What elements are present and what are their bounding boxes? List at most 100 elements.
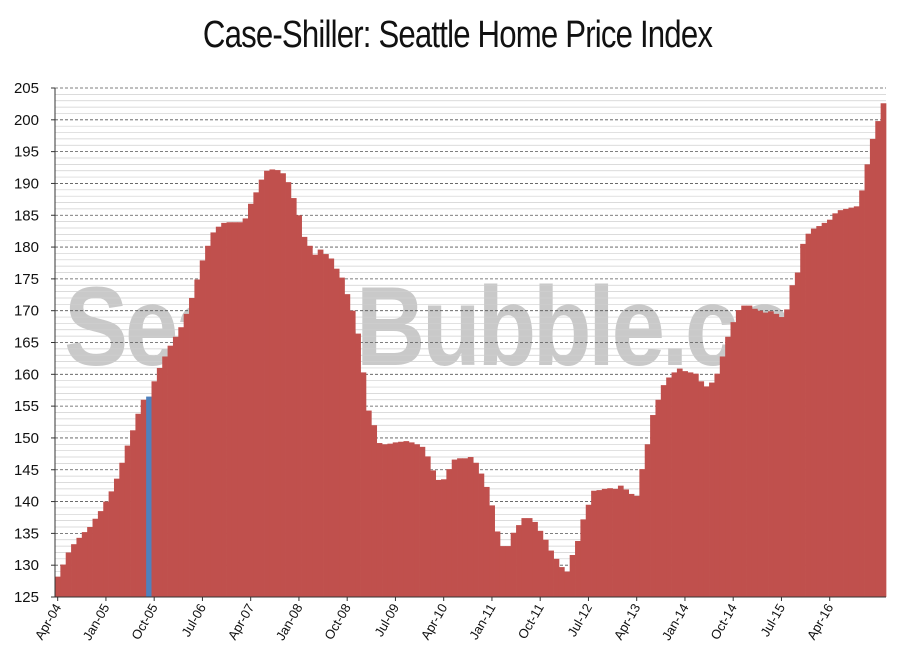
bar [226,222,233,597]
bar [285,182,292,598]
bar [92,518,99,597]
bar [414,444,420,597]
x-tick-label: Jan-05 [80,601,113,643]
bar [634,495,640,597]
bar [441,479,447,597]
bar [505,546,512,597]
bar [778,317,785,597]
bar [494,531,501,597]
x-tick-label: Apr-13 [611,601,644,642]
highlighted-bar [146,396,152,597]
y-tick-label: 160 [14,366,39,383]
bar [194,279,201,597]
bar [140,399,147,597]
bar [124,445,131,597]
bar [746,305,753,597]
bar [269,169,276,597]
bar [569,555,576,597]
x-tick-label: Apr-16 [804,601,837,642]
bar [398,441,404,597]
bar [735,310,742,597]
bar [805,233,812,598]
bar [462,458,469,597]
bar [328,258,335,597]
bar [789,285,796,597]
bar [156,367,163,597]
bar [864,164,871,597]
chart-title: Case-Shiller: Seattle Home Price Index [202,14,713,56]
bar [596,490,603,597]
bar [762,312,769,597]
bar [435,479,442,597]
bar [837,210,844,597]
y-tick-labels: 125 130 135 140 145 150 155 160 165 170 175 180 185 1… [14,80,55,606]
y-tick-label: 130 [14,557,39,574]
bar [360,372,367,597]
bar [676,368,683,597]
bar [387,443,394,597]
bar [113,478,120,597]
x-tick-label: Oct-05 [128,601,160,642]
bar [725,336,731,597]
bar [371,425,378,597]
bar [97,511,104,597]
bar [757,310,764,597]
bar [349,310,356,597]
bar [521,518,528,597]
bar [135,413,142,597]
bar [274,170,281,598]
bar [183,313,190,597]
bar [499,546,506,597]
bar [585,504,592,597]
bar [210,232,217,597]
bar [869,138,876,597]
bar [510,532,517,597]
bar [671,372,678,597]
x-tick-label: Apr-10 [418,601,451,642]
bar [215,226,222,597]
bar [489,505,495,597]
bar [451,459,458,597]
bar [467,457,474,597]
bar [617,485,624,597]
bar [564,571,571,597]
bar [430,470,437,597]
bar [623,489,630,597]
bar [730,322,737,597]
bar [312,254,319,597]
bar [242,218,249,597]
y-tick-label: 200 [14,112,39,129]
x-tick-label: Apr-07 [225,601,258,642]
bar [526,518,533,597]
bar [205,245,211,598]
bar [607,488,613,597]
bar [355,333,361,597]
bar [773,313,780,597]
bar [832,213,839,597]
y-tick-label: 145 [14,462,39,479]
bar [108,491,115,597]
bar [178,327,185,597]
bar [55,576,61,597]
bar [880,103,887,598]
x-tick-label: Jul-09 [371,601,402,639]
bar [60,564,67,597]
bar [639,469,646,597]
bar [162,356,168,597]
y-tick-label: 135 [14,525,39,542]
bar [365,410,372,597]
bar [516,525,522,597]
bar [548,550,554,597]
bar [189,297,195,597]
bar [719,356,726,597]
bar [237,222,243,597]
bar [827,219,833,598]
bar [264,170,270,597]
bar [682,371,688,597]
x-tick-label: Oct-11 [515,601,547,641]
bar [258,179,265,597]
y-tick-label: 180 [14,239,39,256]
bar [130,430,136,597]
bar [816,226,823,597]
